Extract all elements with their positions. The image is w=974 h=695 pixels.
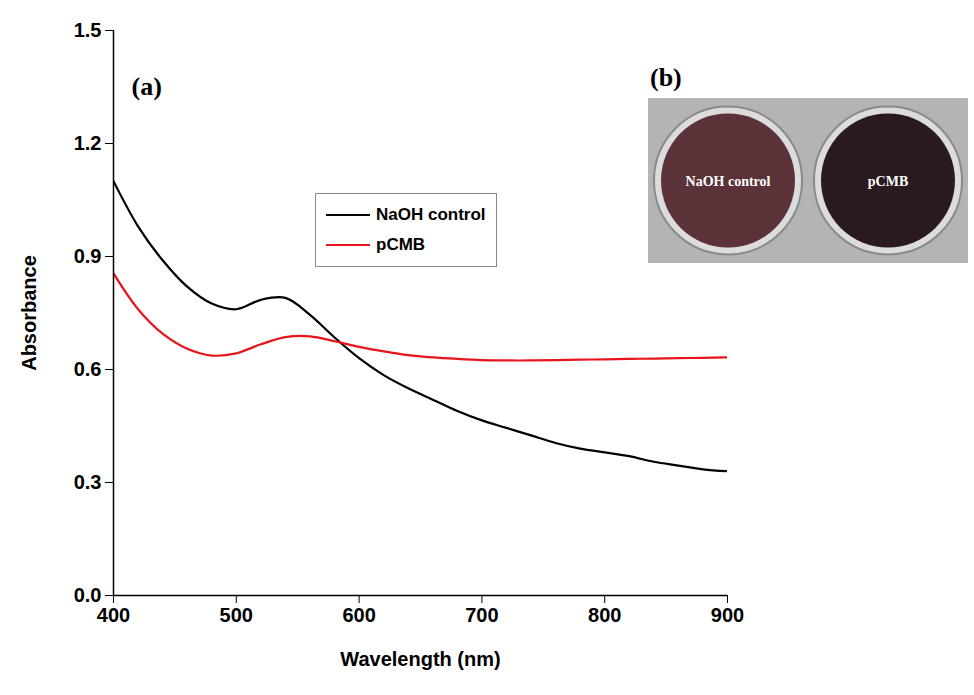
svg-text:(b): (b) [650, 63, 682, 92]
svg-text:700: 700 [465, 604, 498, 626]
svg-text:500: 500 [220, 604, 253, 626]
svg-text:0.0: 0.0 [74, 584, 102, 606]
svg-text:900: 900 [711, 604, 744, 626]
svg-text:NaOH control: NaOH control [686, 174, 771, 189]
svg-text:800: 800 [588, 604, 621, 626]
svg-text:400: 400 [97, 604, 130, 626]
svg-text:Absorbance: Absorbance [18, 255, 40, 371]
svg-text:0.6: 0.6 [74, 358, 102, 380]
svg-text:(a): (a) [132, 72, 162, 101]
svg-text:600: 600 [342, 604, 375, 626]
svg-text:Wavelength (nm): Wavelength (nm) [340, 648, 500, 670]
html-text:NaOH control: NaOH control [376, 205, 486, 224]
svg-text:0.3: 0.3 [74, 471, 102, 493]
svg-text:pCMB: pCMB [868, 174, 908, 189]
svg-text:0.9: 0.9 [74, 245, 102, 267]
html-text:pCMB: pCMB [376, 235, 426, 254]
svg-text:1.2: 1.2 [74, 132, 102, 154]
svg-text:1.5: 1.5 [74, 19, 102, 41]
